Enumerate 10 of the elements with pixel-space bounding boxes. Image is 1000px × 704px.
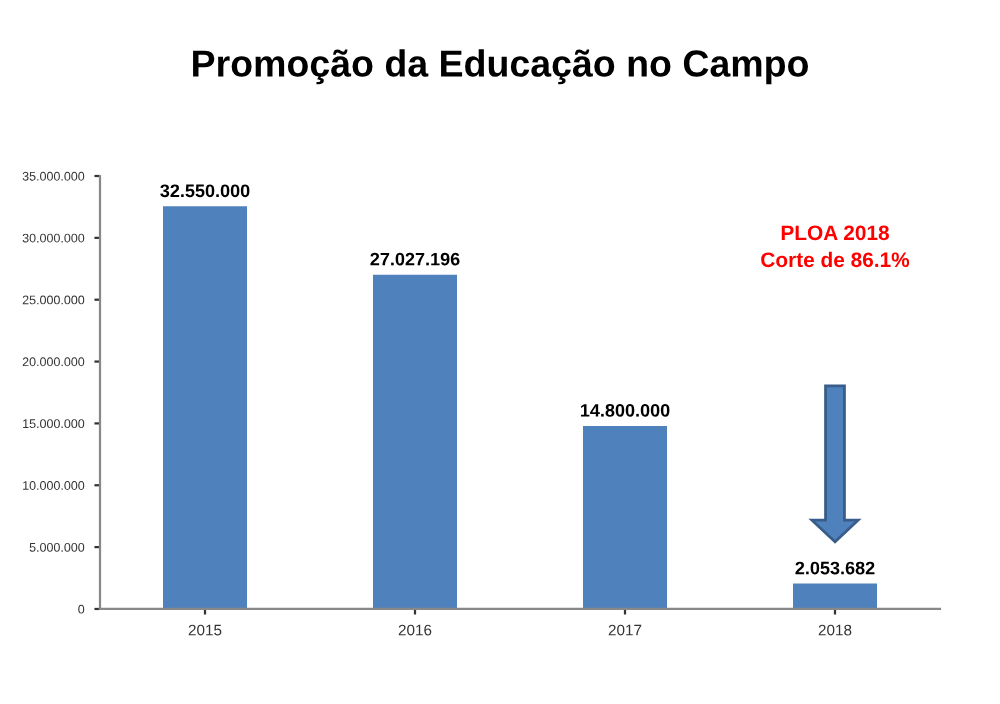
data-label: 2.053.682 <box>795 561 875 575</box>
data-label: 27.027.196 <box>370 252 460 266</box>
bar <box>373 274 457 609</box>
bar <box>583 425 667 609</box>
annotation: PLOA 2018 Corte de 86.1% <box>761 225 910 268</box>
bar <box>163 206 247 609</box>
data-label: 14.800.000 <box>580 403 670 417</box>
bar <box>793 583 877 609</box>
data-label: 32.550.000 <box>160 184 250 198</box>
chart-title: Promoção da Educação no Campo <box>193 49 808 85</box>
